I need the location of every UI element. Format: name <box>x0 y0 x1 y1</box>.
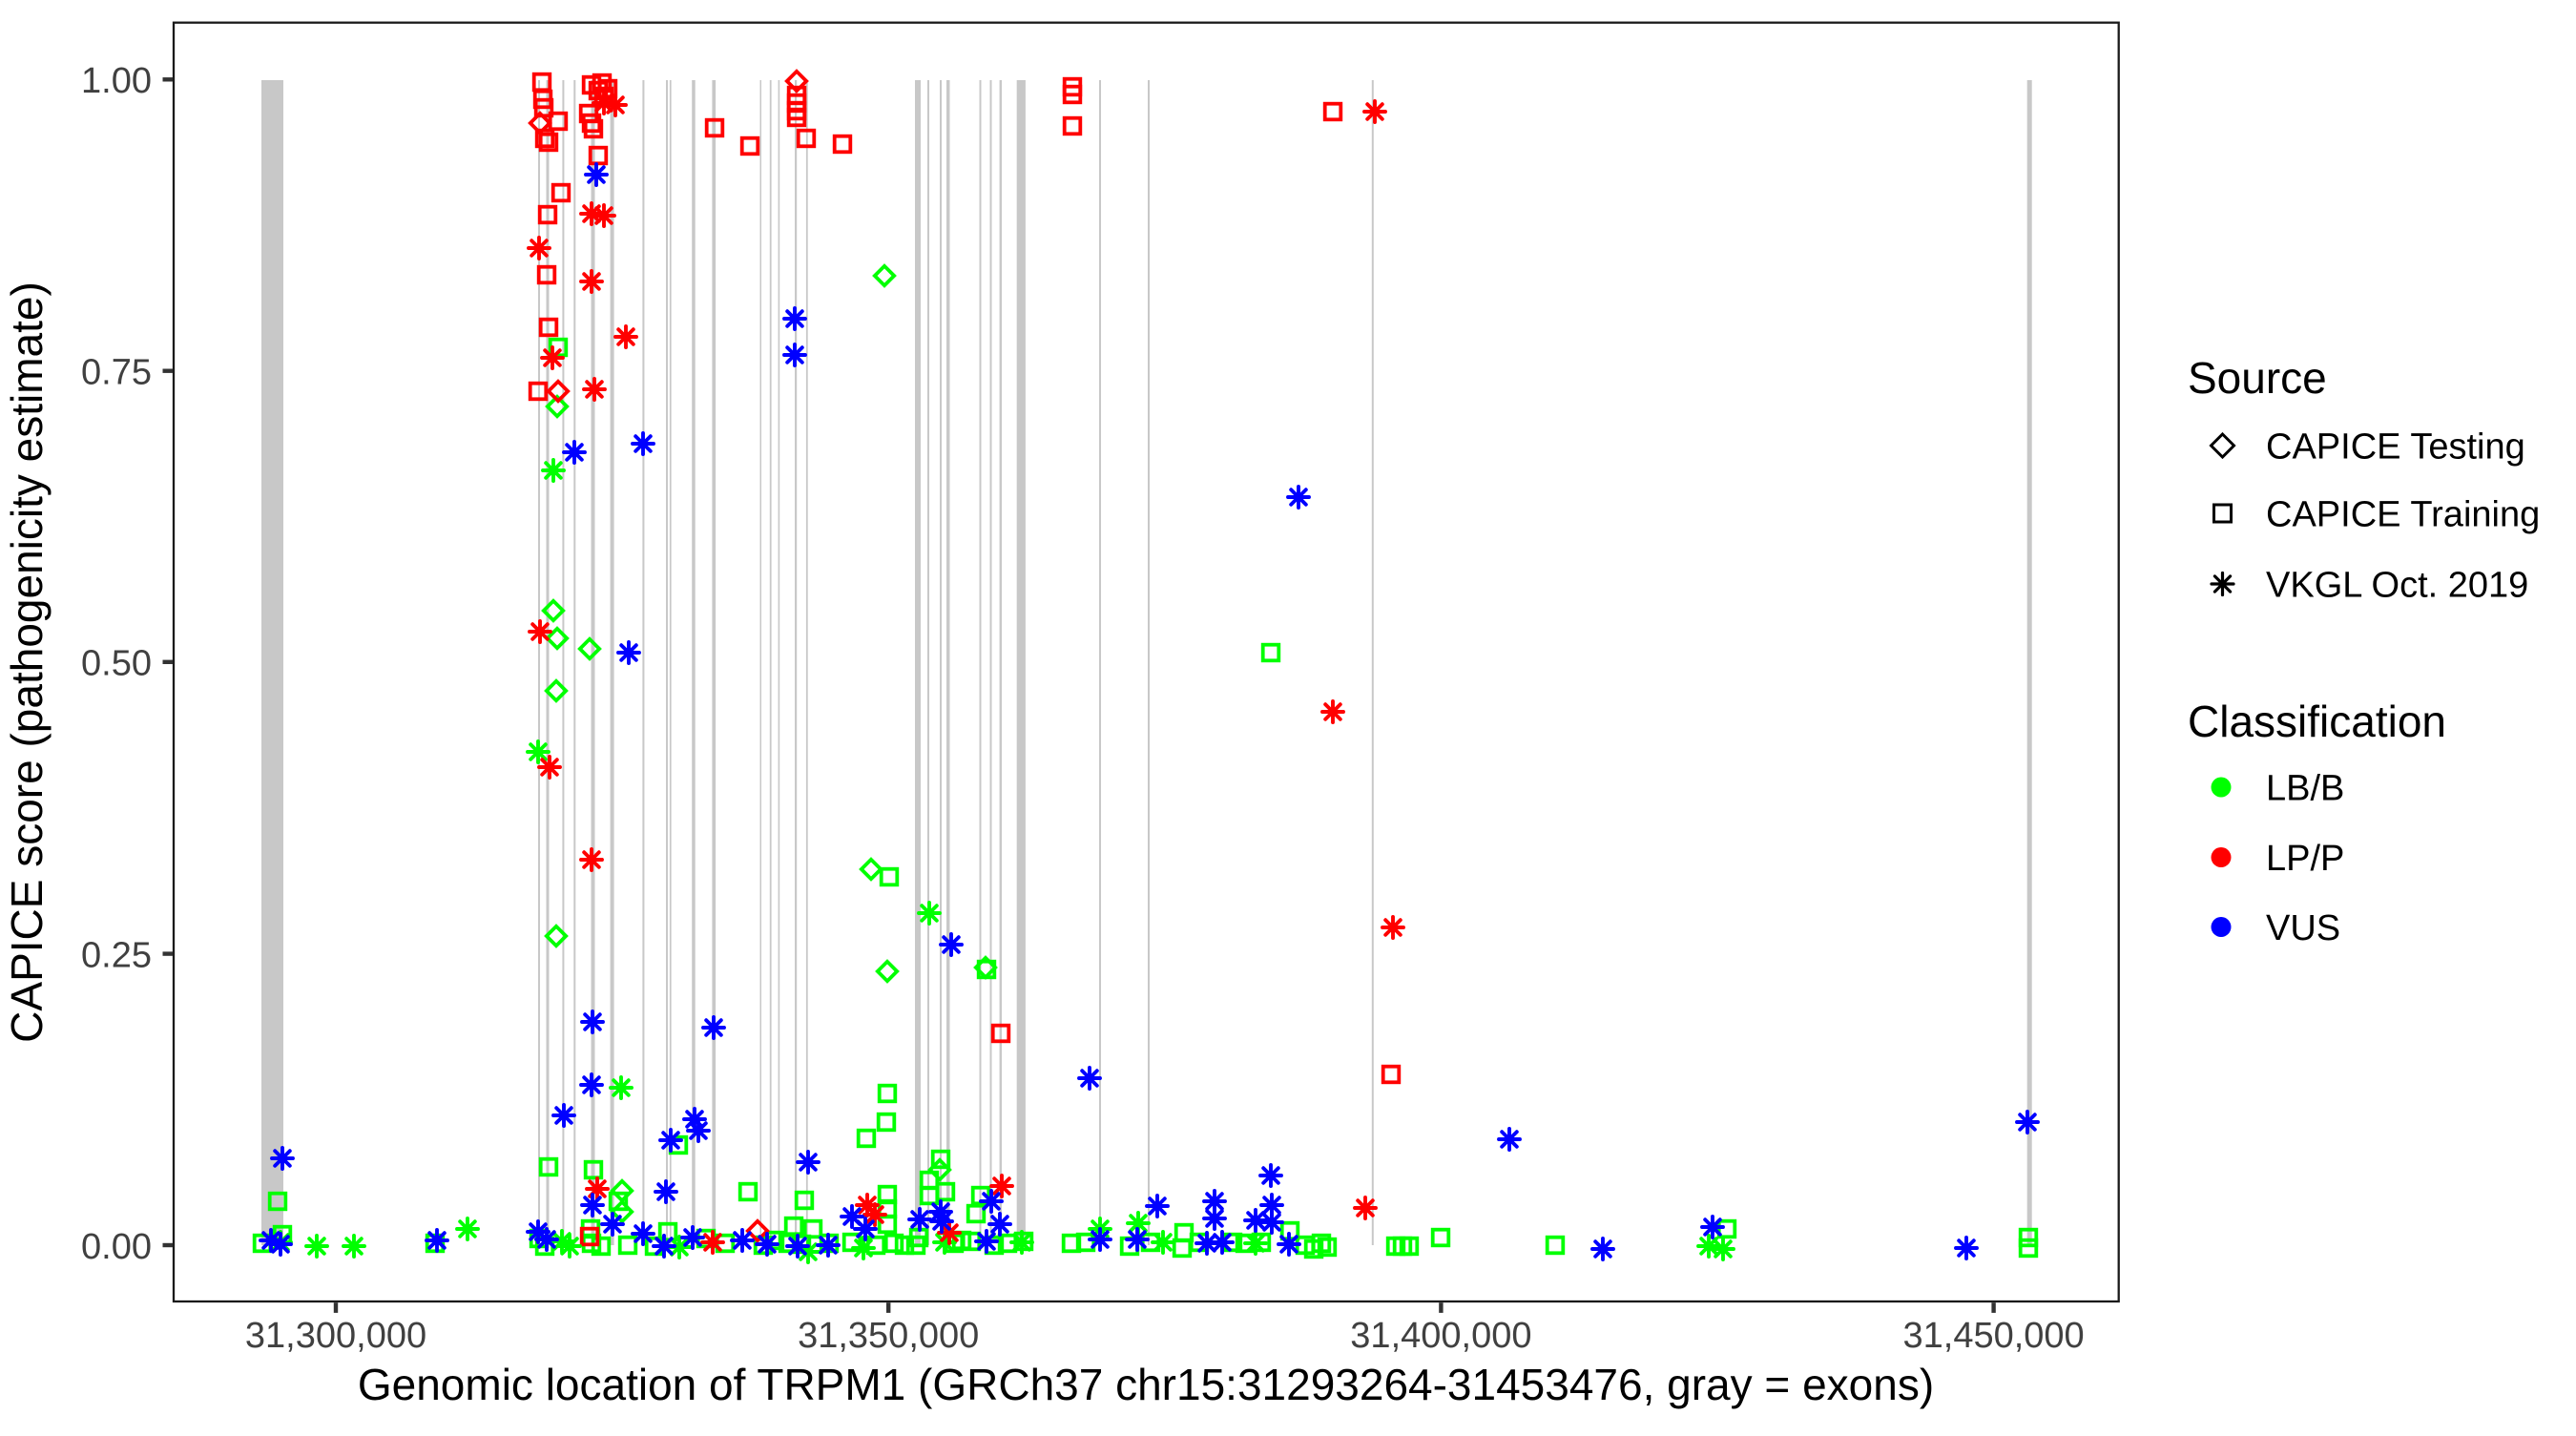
svg-text:CAPICE Testing: CAPICE Testing <box>2266 427 2525 468</box>
svg-text:31,450,000: 31,450,000 <box>1903 1316 2085 1356</box>
svg-text:Source: Source <box>2188 353 2327 403</box>
svg-text:CAPICE score (pathogenicity es: CAPICE score (pathogenicity estimate) <box>2 281 52 1043</box>
svg-text:0.00: 0.00 <box>81 1227 152 1267</box>
svg-text:VKGL Oct. 2019: VKGL Oct. 2019 <box>2266 566 2528 606</box>
svg-text:LP/P: LP/P <box>2266 839 2344 879</box>
svg-text:0.25: 0.25 <box>81 936 152 976</box>
svg-text:31,350,000: 31,350,000 <box>798 1316 979 1356</box>
svg-text:0.75: 0.75 <box>81 353 152 393</box>
svg-text:VUS: VUS <box>2266 908 2340 948</box>
svg-text:31,300,000: 31,300,000 <box>245 1316 426 1356</box>
svg-text:31,400,000: 31,400,000 <box>1350 1316 1531 1356</box>
svg-text:1.00: 1.00 <box>81 61 152 101</box>
svg-text:Classification: Classification <box>2188 697 2446 746</box>
svg-text:CAPICE Training: CAPICE Training <box>2266 495 2540 535</box>
svg-text:LB/B: LB/B <box>2266 769 2344 809</box>
svg-text:Genomic location of TRPM1 (GRC: Genomic location of TRPM1 (GRCh37 chr15:… <box>358 1360 1934 1409</box>
svg-text:0.50: 0.50 <box>81 644 152 684</box>
